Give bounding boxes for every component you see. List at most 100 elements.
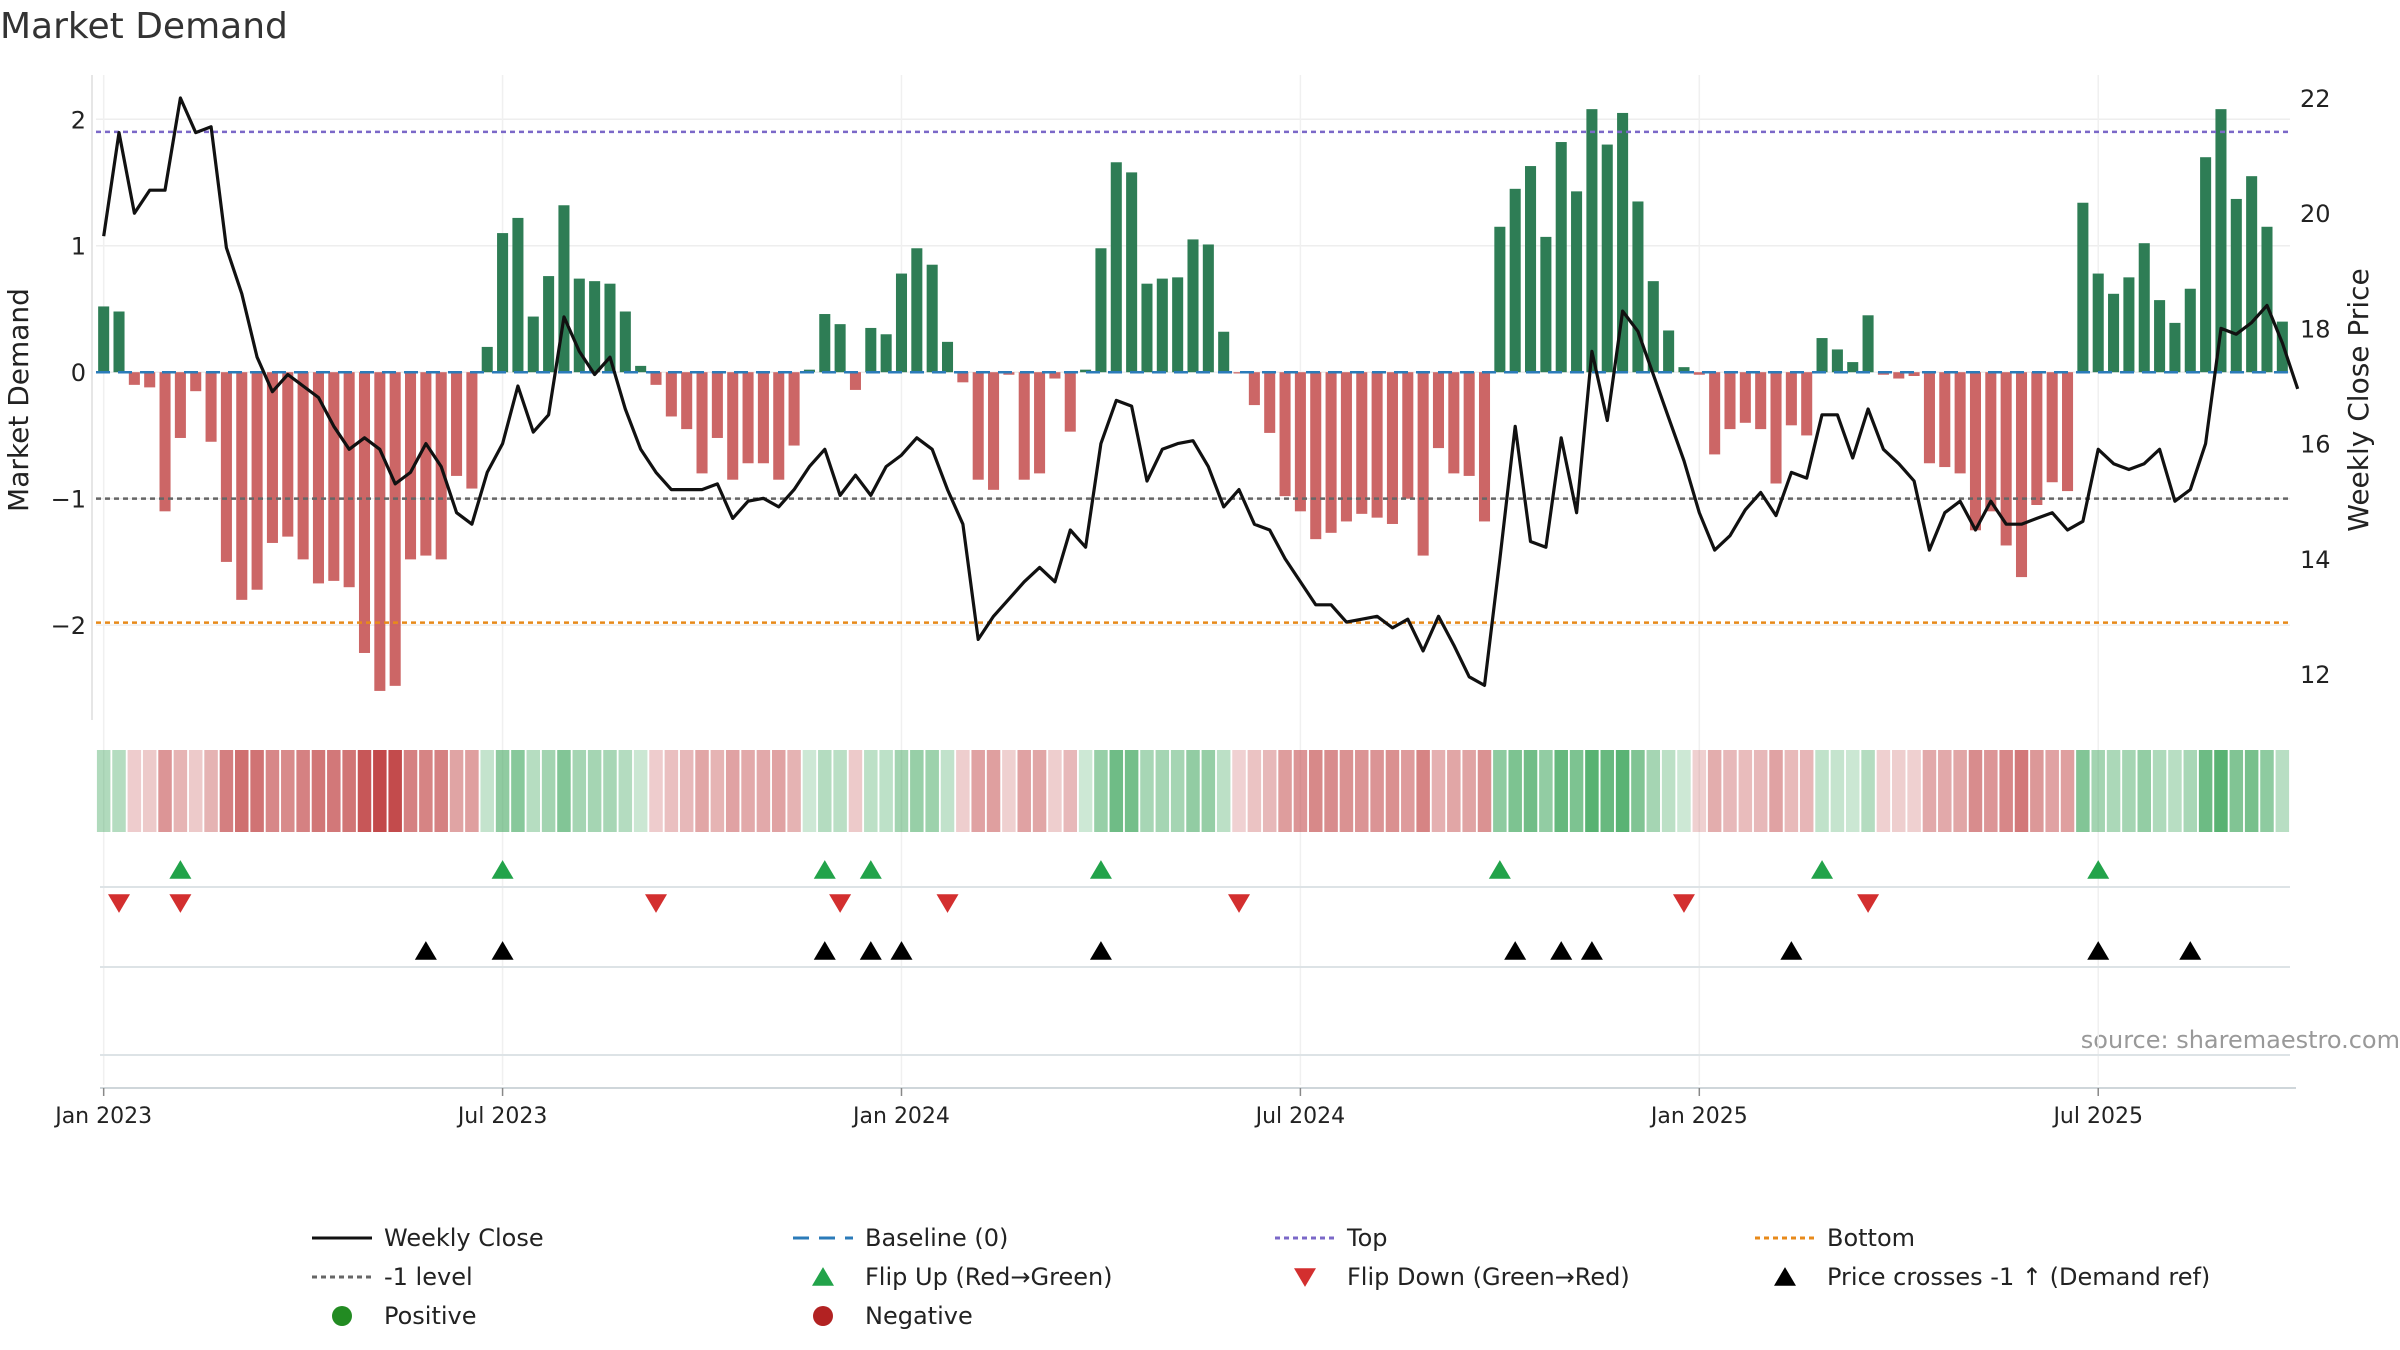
demand-bar <box>1862 315 1874 373</box>
price-cross-marker <box>2179 941 2202 960</box>
y-right-tick-label: 16 <box>2300 431 2331 459</box>
flip-up-marker <box>2087 860 2110 879</box>
price-cross-marker <box>1780 941 1803 960</box>
demand-bar <box>1954 372 1966 474</box>
demand-bar <box>497 233 509 373</box>
strip-cell-negative <box>465 750 479 832</box>
demand-bar <box>1340 372 1352 522</box>
weekly-close-line <box>102 96 2300 687</box>
demand-bar <box>389 372 401 686</box>
strip-cell-negative <box>250 750 264 832</box>
demand-bar <box>1126 172 1138 373</box>
demand-bar <box>665 372 677 417</box>
demand-bar <box>1218 331 1230 373</box>
strip-cell-negative <box>235 750 249 832</box>
strip-cell-positive <box>112 750 126 832</box>
demand-bar <box>1647 281 1659 373</box>
strip-cell-positive <box>2275 750 2290 832</box>
demand-bar <box>374 372 386 691</box>
demand-bar <box>1525 166 1537 373</box>
demand-bar <box>1080 369 1092 373</box>
demand-bar <box>895 273 908 373</box>
demand-bar <box>711 372 723 438</box>
flip-up-marker <box>491 860 514 879</box>
strip-cell-negative <box>1324 750 1338 832</box>
strip-cell-negative <box>1447 750 1461 832</box>
strip-cell-negative <box>281 750 295 832</box>
strip-cell-negative <box>848 750 863 832</box>
demand-bar <box>1632 201 1644 373</box>
demand-bar <box>1386 372 1398 524</box>
demand-bar <box>1831 349 1843 373</box>
price-cross-marker <box>491 941 514 960</box>
strip-cell-negative <box>1753 750 1768 832</box>
strip-cell-positive <box>1124 750 1139 832</box>
demand-bar <box>312 372 324 584</box>
demand-bar <box>803 369 815 373</box>
demand-bar <box>2154 300 2166 373</box>
strip-cell-positive <box>511 750 525 832</box>
flip-down-marker <box>829 894 852 913</box>
strip-cell-negative <box>771 750 786 832</box>
strip-cell-negative <box>1462 750 1476 832</box>
strip-cell-positive <box>603 750 617 832</box>
demand-bar <box>650 372 662 385</box>
demand-bar <box>343 372 355 588</box>
demand-bar <box>1709 372 1721 455</box>
demand-bar <box>1448 372 1460 474</box>
demand-bar <box>236 372 248 600</box>
strip-cell-negative <box>188 750 203 832</box>
demand-bar <box>405 372 417 560</box>
demand-bar <box>1785 372 1797 426</box>
demand-bar <box>297 372 309 560</box>
demand-bar <box>251 372 263 590</box>
demand-bar <box>1233 372 1245 374</box>
strip-cell-negative <box>2030 750 2044 832</box>
strip-cell-positive <box>1186 750 1200 832</box>
strip-cell-negative <box>1723 750 1737 832</box>
demand-bar <box>1356 372 1368 514</box>
demand-bar <box>1755 372 1767 430</box>
strip-cell-negative <box>219 750 234 832</box>
y-left-tick-label: 2 <box>71 106 86 134</box>
strip-cell-positive <box>2168 750 2182 832</box>
demand-bar <box>988 372 1000 490</box>
y-left-tick-label: 0 <box>71 359 86 387</box>
demand-bar <box>282 372 294 537</box>
flip-down-marker <box>169 894 192 913</box>
strip-cell-positive <box>1170 750 1185 832</box>
strip-cell-negative <box>695 750 709 832</box>
strip-cell-positive <box>2244 750 2259 832</box>
legend-swatch-triangle-down <box>1294 1268 1316 1287</box>
y-left-tick-label: 1 <box>71 233 86 261</box>
demand-bar <box>2200 157 2212 373</box>
flip-up-marker <box>169 860 192 879</box>
strip-cell-negative <box>1477 750 1492 832</box>
demand-bar <box>328 372 340 581</box>
demand-bar <box>1739 372 1751 423</box>
strip-cell-positive <box>1815 750 1829 832</box>
x-tick-label: Jan 2023 <box>53 1104 152 1129</box>
price-cross-marker <box>2087 941 2110 960</box>
y-right-tick-label: 12 <box>2300 661 2331 689</box>
demand-bar <box>1540 236 1552 373</box>
demand-bar <box>2123 277 2135 373</box>
demand-bar <box>1908 372 1920 376</box>
strip-cell-positive <box>1569 750 1584 832</box>
legend-label: Flip Up (Red→Green) <box>865 1263 1113 1291</box>
strip-cell-positive <box>618 750 633 832</box>
strip-cell-positive <box>96 750 111 832</box>
legend-swatch-triangle-up <box>1774 1267 1796 1286</box>
legend-swatch-dot <box>332 1306 352 1326</box>
demand-bar <box>1432 372 1445 449</box>
flip-down-marker <box>936 894 959 913</box>
strip-cell-negative <box>956 750 970 832</box>
strip-cell-negative <box>2060 750 2075 832</box>
strip-cell-positive <box>1094 750 1108 832</box>
strip-cell-negative <box>1308 750 1323 832</box>
strip-cell-negative <box>1938 750 1952 832</box>
demand-bar <box>420 372 432 556</box>
strip-cell-positive <box>1677 750 1691 832</box>
x-tick-label: Jan 2025 <box>1649 1104 1748 1129</box>
strip-cell-positive <box>833 750 847 832</box>
